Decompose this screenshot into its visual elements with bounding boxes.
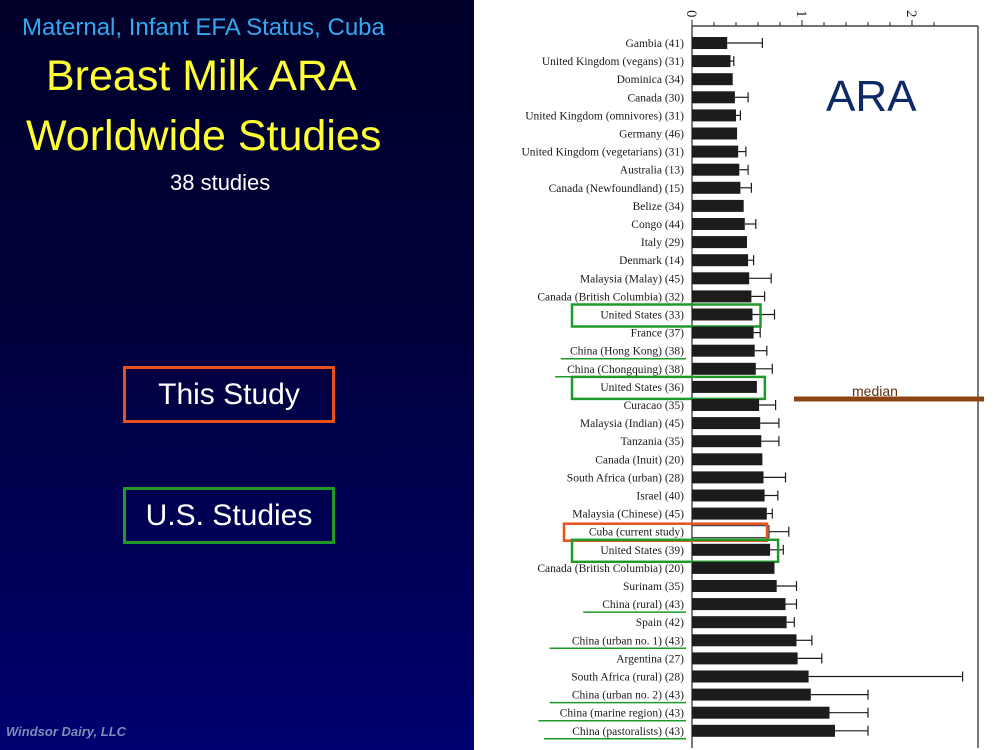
- study-label: South Africa (rural) (28): [571, 672, 684, 684]
- legend-us-studies-label: U.S. Studies: [145, 498, 313, 532]
- bar: [692, 543, 771, 556]
- study-label: Australia (13): [620, 165, 684, 177]
- study-label: China (Chongquing) (38): [567, 364, 684, 376]
- study-label: Malaysia (Chinese) (45): [572, 509, 684, 521]
- bar: [692, 91, 735, 104]
- study-label: Congo (44): [631, 219, 684, 231]
- study-label: United Kingdom (vegans) (31): [542, 56, 684, 68]
- study-label: Canada (Inuit) (20): [595, 454, 684, 466]
- study-label: Italy (29): [641, 237, 684, 249]
- bar: [692, 652, 798, 665]
- bar: [692, 326, 754, 339]
- chart-title: ARA: [826, 72, 917, 121]
- bar: [692, 55, 731, 68]
- x-tick-label: 0: [683, 10, 699, 18]
- us-study-highlight: [570, 375, 767, 401]
- study-label: China (pastoralists) (43): [572, 726, 684, 738]
- credit-text: Windsor Dairy, LLC: [6, 724, 127, 739]
- bar: [692, 489, 765, 502]
- bar: [692, 73, 733, 86]
- study-label: Belize (34): [633, 201, 685, 213]
- bar: [692, 724, 835, 737]
- legend-this-study: This Study: [123, 366, 335, 423]
- study-label: China (urban no. 1) (43): [572, 635, 684, 647]
- bar: [692, 272, 750, 285]
- study-label: Canada (Newfoundland) (15): [549, 183, 685, 195]
- bar-this-study: [691, 525, 770, 539]
- bar: [692, 417, 761, 430]
- study-label: Canada (30): [627, 92, 684, 104]
- study-label: Germany (46): [619, 129, 684, 141]
- bar: [692, 561, 775, 574]
- study-label: China (Hong Kong) (38): [570, 346, 684, 358]
- study-label: China (urban no. 2) (43): [572, 690, 684, 702]
- bar: [692, 634, 797, 647]
- study-label: Canada (British Columbia) (20): [537, 563, 684, 575]
- study-label: China (marine region) (43): [560, 708, 684, 720]
- study-label: Argentina (27): [616, 653, 684, 665]
- study-label: Gambia (41): [626, 38, 685, 50]
- bar: [692, 435, 762, 448]
- legend-this-study-label: This Study: [158, 377, 300, 411]
- study-label: Denmark (14): [619, 255, 684, 267]
- us-study-highlight: [570, 538, 780, 564]
- bar: [692, 399, 760, 411]
- study-label: United States (33): [600, 310, 684, 322]
- study-label: United Kingdom (vegetarians) (31): [521, 147, 684, 159]
- study-label: China (rural) (43): [602, 599, 684, 611]
- bar: [692, 453, 763, 466]
- x-tick-label: 1: [793, 10, 809, 18]
- study-label: Cuba (current study): [589, 527, 684, 539]
- study-label: Canada (British Columbia) (32): [537, 291, 684, 303]
- us-study-highlight: [570, 303, 762, 328]
- bar: [692, 580, 777, 592]
- bar: [692, 236, 747, 249]
- bar: [692, 199, 744, 212]
- slide-subtitle: Maternal, Infant EFA Status, Cuba: [22, 14, 385, 41]
- bar: [692, 109, 736, 122]
- study-label: United Kingdom (omnivores) (31): [525, 110, 684, 122]
- study-label: Surinam (35): [623, 581, 684, 593]
- bar: [692, 688, 811, 701]
- bar: [692, 308, 753, 321]
- bar: [692, 181, 741, 194]
- bar: [692, 290, 752, 303]
- study-label: Tanzania (35): [621, 436, 685, 448]
- study-label: Malaysia (Malay) (45): [580, 273, 684, 285]
- study-label: South Africa (urban) (28): [567, 472, 684, 484]
- study-label: Israel (40): [636, 491, 684, 503]
- study-label: France (37): [631, 328, 684, 340]
- bar: [692, 163, 740, 176]
- study-label: United States (36): [600, 382, 684, 394]
- bar: [692, 616, 787, 629]
- study-label: Malaysia (Indian) (45): [580, 418, 684, 430]
- slide-title-line2: Worldwide Studies: [26, 112, 382, 160]
- study-label: Curacao (35): [624, 400, 685, 412]
- left-panel: [0, 0, 474, 750]
- study-label: Spain (42): [636, 617, 684, 629]
- slide-title-line1: Breast Milk ARA: [46, 52, 357, 100]
- bar: [692, 380, 757, 393]
- bar: [692, 706, 830, 719]
- bar: [692, 344, 755, 357]
- bar: [692, 218, 745, 230]
- bar: [692, 507, 767, 520]
- bar: [692, 145, 739, 158]
- x-tick-label: 2: [903, 10, 919, 18]
- bar: [692, 471, 764, 484]
- bar: [692, 37, 728, 49]
- study-count: 38 studies: [170, 170, 271, 195]
- bar: [692, 362, 756, 375]
- study-label: United States (39): [600, 545, 684, 557]
- legend-us-studies: U.S. Studies: [123, 487, 335, 544]
- bar: [692, 254, 749, 267]
- bar: [692, 670, 809, 683]
- median-label: median: [852, 383, 898, 399]
- bar: [692, 127, 738, 140]
- study-label: Dominica (34): [617, 74, 685, 86]
- bar: [692, 598, 786, 611]
